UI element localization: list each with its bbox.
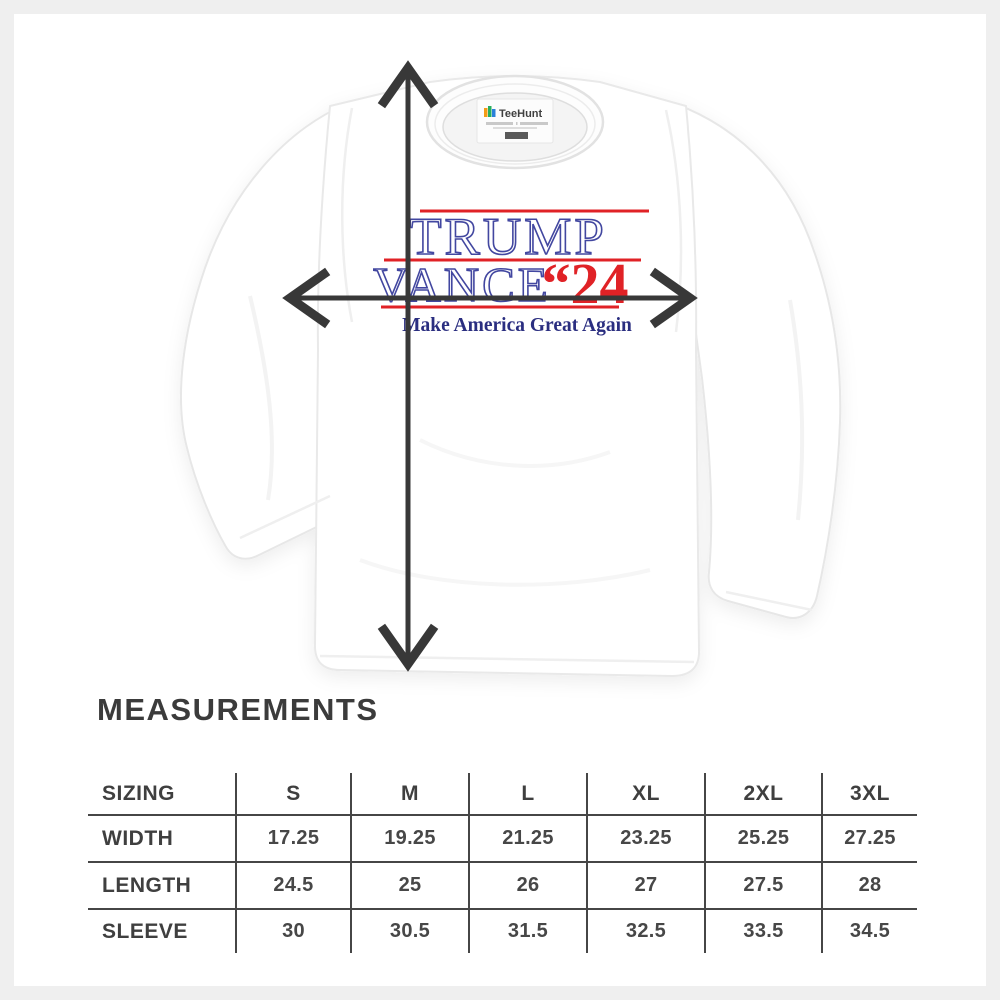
sleeve-m: 30.5 [351,909,470,953]
length-xl: 27 [587,862,706,910]
length-3xl: 28 [822,862,917,910]
length-m: 25 [351,862,470,910]
width-3xl: 27.25 [822,815,917,863]
width-s: 17.25 [236,815,352,863]
header-size-s: S [236,773,352,816]
design-year-text: “24 [542,251,629,316]
length-2xl: 27.5 [705,862,823,910]
shirt-body [313,75,701,677]
sleeve-xl: 32.5 [587,909,706,953]
header-size-l: L [469,773,588,816]
measurements-title: MEASUREMENTS [97,692,379,727]
width-xl: 23.25 [587,815,706,863]
header-size-xl: XL [587,773,706,816]
design-trump-text: TRUMP [409,208,607,266]
row-label-width: WIDTH [88,815,237,863]
row-label-length: LENGTH [88,862,237,910]
sleeve-s: 30 [236,909,352,953]
brand-label: TeeHunt [476,98,554,144]
long-sleeve-shirt: TeeHunt TRUMP VANCE “24 [180,74,842,677]
table-header-row: SIZING S M L XL 2XL 3XL [88,773,917,816]
teehunt-logo-icon [484,106,496,117]
table-row-length: LENGTH 24.5 25 26 27 27.5 28 [88,862,917,910]
length-arrow-icon [377,60,439,672]
size-table: SIZING S M L XL 2XL 3XL WIDTH 17.25 19.2… [88,773,917,953]
length-s: 24.5 [236,862,352,910]
design-tagline-text: Make America Great Again [402,315,632,336]
sleeve-l: 31.5 [469,909,588,953]
header-size-2xl: 2XL [705,773,823,816]
table-row-width: WIDTH 17.25 19.25 21.25 23.25 25.25 27.2… [88,815,917,863]
width-2xl: 25.25 [705,815,823,863]
width-arrow-icon [282,267,698,329]
width-m: 19.25 [351,815,470,863]
collar: TeeHunt [425,74,605,170]
brand-name: TeeHunt [499,108,543,120]
header-size-3xl: 3XL [822,773,917,816]
shirt-print-design: TRUMP VANCE “24 Make America Great Again [372,207,649,336]
table-row-sleeve: SLEEVE 30 30.5 31.5 32.5 33.5 34.5 [88,909,917,953]
length-l: 26 [469,862,588,910]
width-l: 21.25 [469,815,588,863]
measurement-arrows [282,60,698,672]
size-tag [505,132,528,139]
header-size-m: M [351,773,470,816]
design-vance-text: VANCE [373,257,550,312]
header-sizing: SIZING [88,773,237,816]
sleeve-2xl: 33.5 [705,909,823,953]
right-sleeve [663,99,842,619]
care-text-bars [486,122,548,129]
fabric-seams [239,107,813,664]
sleeve-3xl: 34.5 [849,920,891,942]
row-label-sleeve: SLEEVE [88,909,237,953]
